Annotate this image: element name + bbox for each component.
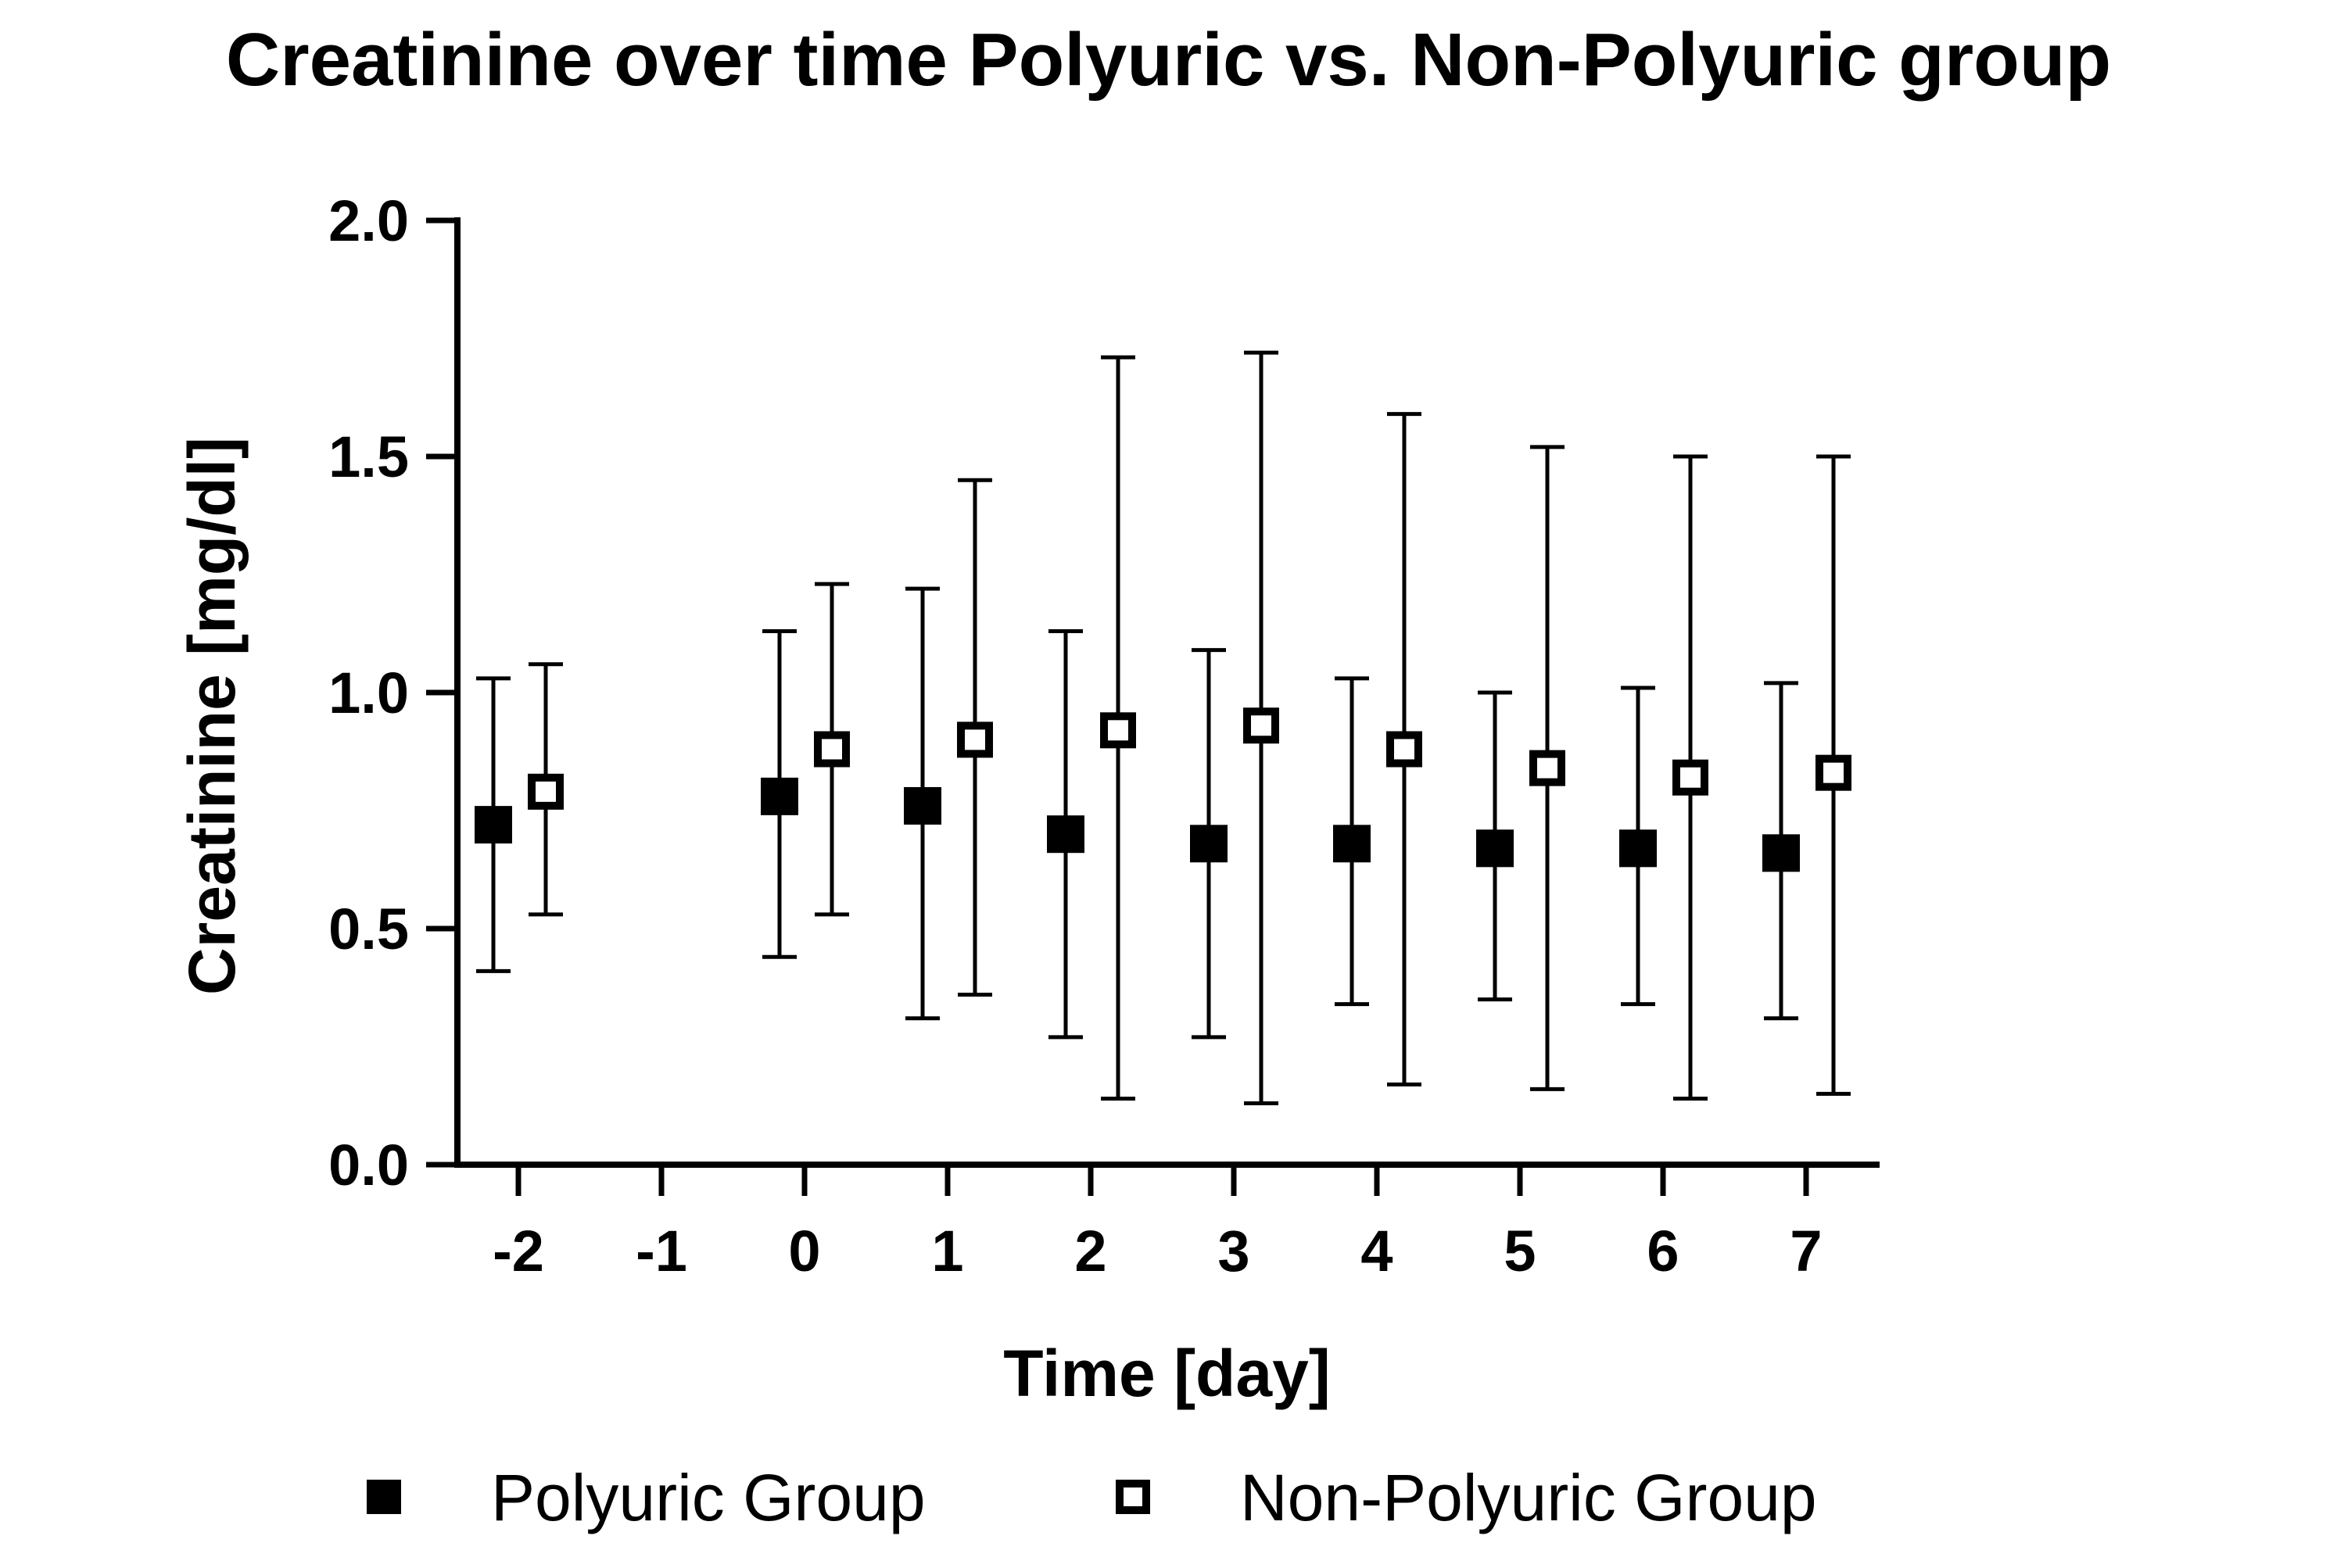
x-tick-label: 2 <box>1074 1219 1106 1283</box>
data-point <box>1333 825 1371 863</box>
x-tick-label: 1 <box>931 1219 963 1283</box>
y-tick-label: 1.5 <box>328 424 409 489</box>
data-point <box>1619 829 1657 868</box>
data-point <box>1672 759 1708 796</box>
series-non-polyuric <box>528 350 1851 1105</box>
data-point <box>1243 707 1279 744</box>
data-point <box>1815 754 1851 791</box>
data-point <box>1190 825 1228 863</box>
x-tick-label: 7 <box>1790 1219 1822 1283</box>
x-tick-label: 3 <box>1217 1219 1249 1283</box>
x-axis-title: Time [day] <box>1003 1337 1331 1410</box>
series-layer <box>475 350 1851 1105</box>
data-point <box>1100 712 1136 749</box>
x-tick-label: 0 <box>788 1219 820 1283</box>
data-point <box>1476 829 1514 868</box>
legend-marker-filled <box>367 1480 401 1514</box>
y-tick-label: 2.0 <box>328 188 409 253</box>
chart-title: Creatinine over time Polyuric vs. Non-Po… <box>225 18 2112 102</box>
legend-label: Polyuric Group <box>491 1461 926 1534</box>
data-point <box>814 731 850 768</box>
x-tick-label: -2 <box>493 1219 544 1283</box>
data-point <box>475 806 512 844</box>
y-axis-title: Creatinine [mg/dl] <box>175 437 249 995</box>
data-point <box>1762 834 1800 872</box>
data-point <box>1386 731 1422 768</box>
y-tick-label: 1.0 <box>328 660 409 725</box>
x-tick-label: -1 <box>636 1219 687 1283</box>
data-point <box>761 777 798 815</box>
y-tick-label: 0.5 <box>328 897 409 961</box>
data-point <box>904 786 941 825</box>
legend-marker-open <box>1116 1480 1150 1514</box>
legend-label: Non-Polyuric Group <box>1240 1461 1817 1534</box>
x-tick-label: 6 <box>1647 1219 1679 1283</box>
series-polyuric <box>475 586 1800 1040</box>
legend: Polyuric Group Non-Polyuric Group <box>367 1461 1817 1534</box>
data-point <box>1047 815 1084 854</box>
x-tick-label: 4 <box>1360 1219 1393 1283</box>
data-point <box>957 721 993 758</box>
data-point <box>1529 750 1565 786</box>
x-tick-label: 5 <box>1504 1219 1536 1283</box>
y-tick-label: 0.0 <box>328 1133 409 1197</box>
data-point <box>528 773 564 810</box>
axes: 0.0 0.5 1.0 1.5 2.0 -2 -1 0 1 2 3 4 5 6 7 Time [day] Cre… <box>175 188 1880 1410</box>
